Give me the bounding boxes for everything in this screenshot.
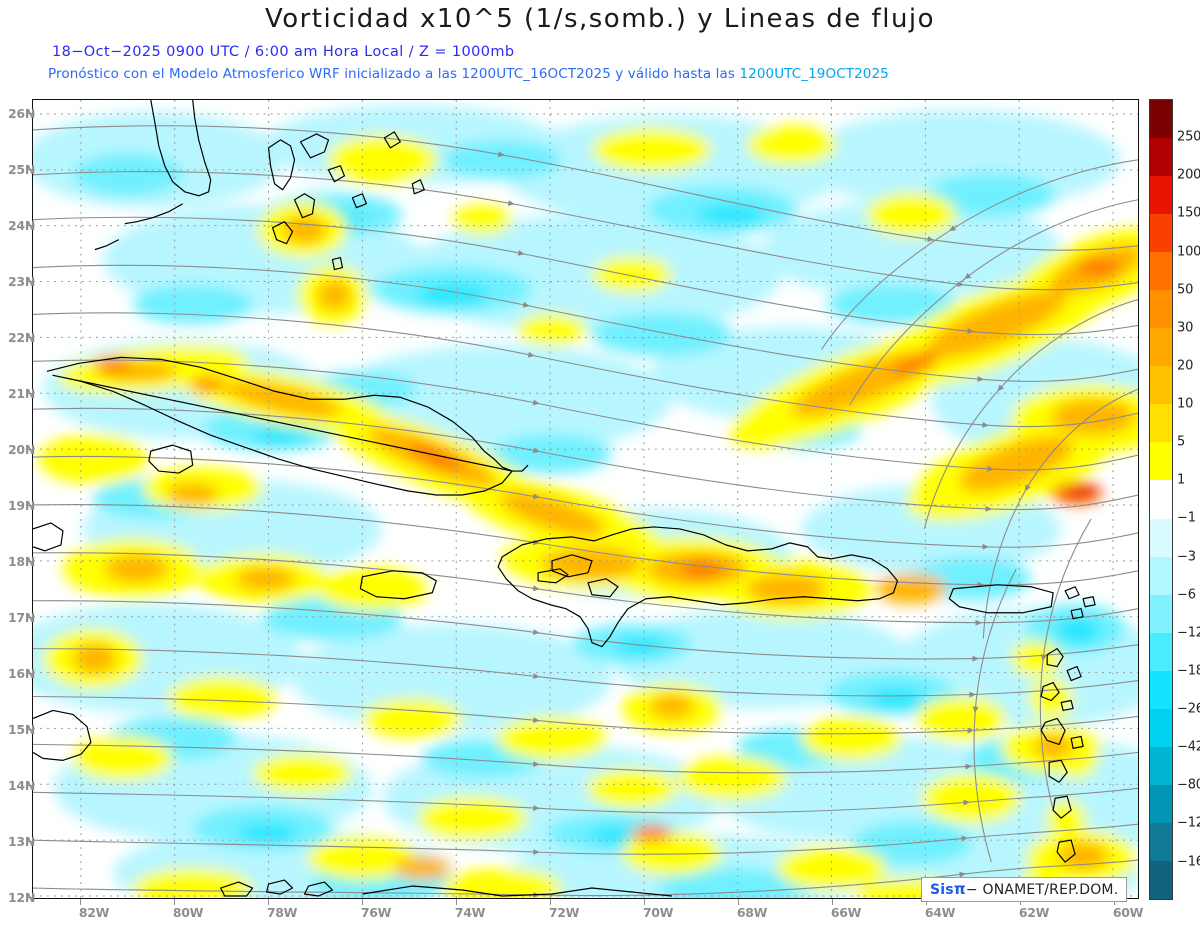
model-info-subtitle: Pronóstico con el Modelo Atmosferico WRF… — [48, 66, 889, 82]
colorbar-tick-50: 50 — [1177, 282, 1194, 298]
vorticity-shading-layer — [33, 104, 1138, 898]
y-tick-17N: 17N — [8, 610, 35, 625]
forecast-validtime-subtitle: 18−Oct−2025 0900 UTC / 6:00 am Hora Loca… — [52, 44, 515, 60]
colorbar-segment — [1150, 328, 1172, 367]
organization-text: − ONAMET/REP.DOM. — [965, 882, 1119, 898]
x-tick-74W: 74W — [454, 905, 486, 920]
colorbar-tick-5: 5 — [1177, 434, 1186, 450]
colorbar-segment — [1150, 480, 1172, 519]
colorbar-tick-neg160: −160 — [1177, 854, 1200, 869]
page-title: Vorticidad x10^5 (1/s,somb.) y Lineas de… — [264, 4, 936, 34]
colorbar-segment — [1150, 594, 1172, 633]
colorbar-segment — [1150, 176, 1172, 215]
colorbar-segment — [1150, 670, 1172, 709]
colorbar-segment — [1150, 746, 1172, 785]
colorbar-segment — [1150, 556, 1172, 595]
colorbar-tick-200: 200 — [1177, 167, 1200, 183]
model-info-text: Pronóstico con el Modelo Atmosferico WRF… — [48, 66, 736, 82]
colorbar-tick-neg42: −42 — [1177, 739, 1200, 755]
y-tick-15N: 15N — [8, 722, 35, 737]
attribution-badge: Sisπ− ONAMET/REP.DOM. — [921, 877, 1128, 902]
y-tick-13N: 13N — [8, 834, 35, 849]
map-svg — [33, 100, 1138, 898]
colorbar-tick-neg18: −18 — [1177, 663, 1200, 679]
colorbar-segment — [1150, 708, 1172, 747]
brand-prefix-text: Sis — [930, 882, 954, 898]
colorbar-tick-neg3: −3 — [1177, 549, 1196, 564]
colorbar-segment — [1150, 404, 1172, 443]
colorbar-segment — [1150, 138, 1172, 177]
x-tick-82W: 82W — [78, 905, 110, 920]
colorbar-segment — [1150, 214, 1172, 253]
colorbar-segment — [1150, 518, 1172, 557]
colorbar-tick-neg26: −26 — [1177, 701, 1200, 717]
x-tick-66W: 66W — [830, 905, 862, 920]
y-tick-24N: 24N — [8, 218, 35, 233]
colorbar-tick-neg80: −80 — [1177, 777, 1200, 793]
colorbar-segment — [1150, 252, 1172, 291]
y-tick-21N: 21N — [8, 386, 35, 401]
y-tick-16N: 16N — [8, 666, 35, 681]
colorbar-segment — [1150, 366, 1172, 405]
colorbar — [1149, 99, 1173, 900]
x-tick-72W: 72W — [548, 905, 580, 920]
x-tick-60W: 60W — [1112, 905, 1144, 920]
y-tick-25N: 25N — [8, 162, 35, 177]
x-tick-80W: 80W — [172, 905, 204, 920]
y-tick-23N: 23N — [8, 274, 35, 289]
y-tick-19N: 19N — [8, 498, 35, 513]
y-tick-26N: 26N — [8, 106, 35, 121]
colorbar-tick-30: 30 — [1177, 320, 1194, 336]
colorbar-segment — [1150, 290, 1172, 329]
x-tick-68W: 68W — [736, 905, 768, 920]
colorbar-tick-250: 250 — [1177, 129, 1200, 145]
pi-symbol-icon: π — [953, 880, 966, 898]
colorbar-tick-10: 10 — [1177, 396, 1194, 412]
streamline-layer — [33, 125, 1138, 898]
y-tick-20N: 20N — [8, 442, 35, 457]
colorbar-segment — [1150, 632, 1172, 671]
colorbar-tick-100: 100 — [1177, 244, 1200, 259]
colorbar-tick-150: 150 — [1177, 205, 1200, 221]
colorbar-labels: 250 200 150 100 50 30 20 10 5 1 −1 −3 −6… — [1177, 99, 1200, 900]
y-tick-12N: 12N — [8, 890, 35, 905]
x-tick-76W: 76W — [360, 905, 392, 920]
colorbar-tick-neg6: −6 — [1177, 587, 1196, 603]
y-tick-14N: 14N — [8, 778, 35, 793]
colorbar-segment — [1150, 784, 1172, 823]
colorbar-segment — [1150, 442, 1172, 481]
colorbar-tick-20: 20 — [1177, 358, 1194, 374]
colorbar-segment — [1150, 822, 1172, 861]
x-tick-64W: 64W — [924, 905, 956, 920]
x-tick-70W: 70W — [642, 905, 674, 920]
colorbar-tick-neg120: −120 — [1177, 815, 1200, 831]
colorbar-tick-neg1: −1 — [1177, 510, 1196, 526]
colorbar-tick-1: 1 — [1177, 472, 1186, 488]
x-tick-62W: 62W — [1018, 905, 1050, 920]
y-tick-22N: 22N — [8, 330, 35, 345]
x-tick-78W: 78W — [266, 905, 298, 920]
colorbar-tick-neg12: −12 — [1177, 625, 1200, 641]
colorbar-segment — [1150, 100, 1172, 139]
colorbar-segment — [1150, 860, 1172, 899]
y-tick-18N: 18N — [8, 554, 35, 569]
map-plot-area[interactable] — [32, 99, 1139, 899]
model-valid-until-text: 1200UTC_19OCT2025 — [739, 66, 889, 82]
